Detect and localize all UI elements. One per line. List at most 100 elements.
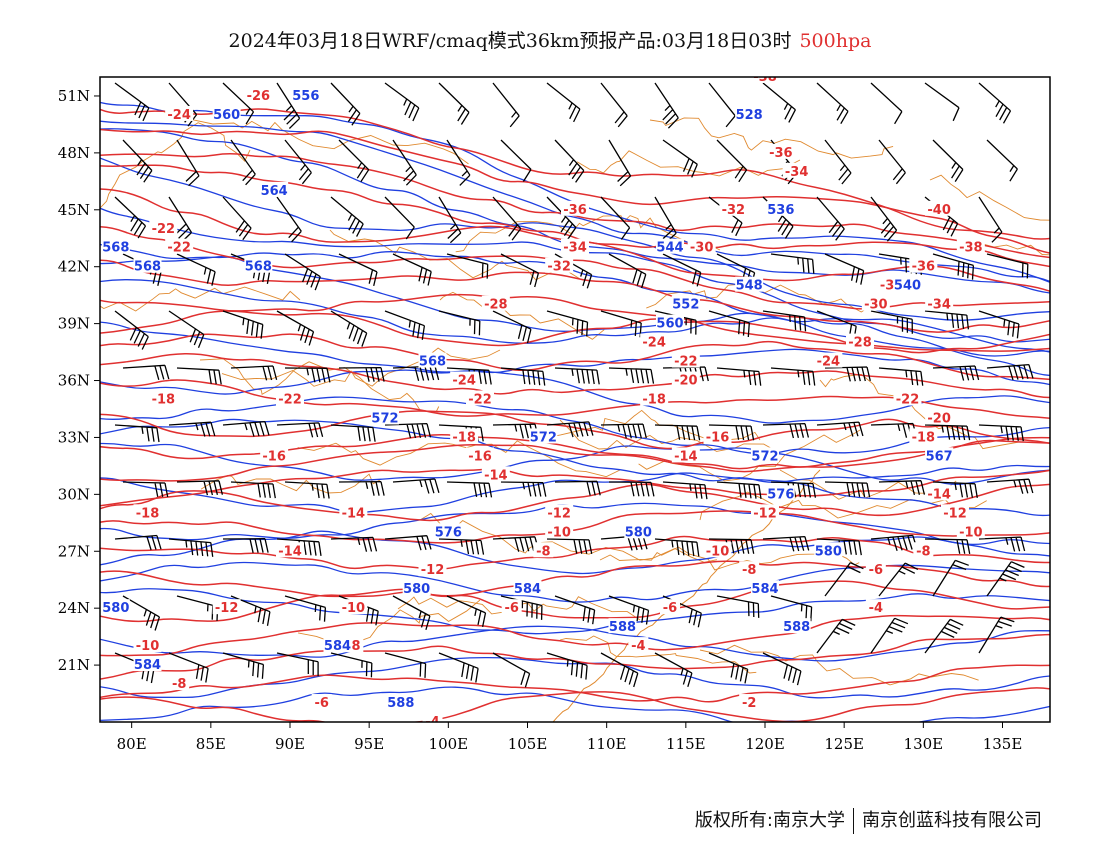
temperature-label-bg [339, 599, 368, 615]
temperature-isotherm [100, 580, 1050, 623]
wind-barb [338, 253, 378, 287]
temperature-label: -16 [468, 449, 492, 464]
wind-barb [168, 421, 216, 437]
temperature-label-bg [339, 504, 368, 520]
wind-barb [446, 481, 493, 498]
wind-barb [276, 310, 315, 346]
wind-barb [600, 82, 628, 128]
wind-barb [608, 139, 632, 187]
temperature-label: -4 [631, 639, 645, 654]
temperature-label: -26 [247, 89, 271, 104]
wind-barb [708, 82, 736, 128]
lat-label: 33N [58, 428, 90, 446]
wind-barb [816, 421, 864, 437]
wind-barb [330, 424, 376, 442]
wind-barb [168, 310, 205, 349]
temperature-label: -20 [927, 411, 951, 426]
height-label-bg [418, 352, 447, 368]
lon-label: 90E [275, 735, 305, 753]
wind-barb [446, 367, 492, 385]
height-label-bg [766, 200, 795, 216]
temperature-label-bg [814, 352, 843, 368]
wind-barb [168, 538, 214, 557]
temperature-label: -34 [927, 298, 951, 313]
boundary-line [929, 174, 1050, 221]
wind-barb [716, 139, 748, 183]
wind-barb [546, 538, 593, 555]
height-label-bg [291, 86, 320, 102]
wind-barb [114, 82, 150, 122]
wind-barb [176, 253, 216, 286]
wind-barb [222, 310, 264, 339]
temperature-label-bg [640, 390, 669, 406]
temperature-label-bg [687, 238, 716, 254]
temperature-label-bg [481, 466, 510, 482]
height-label: 552 [672, 298, 699, 313]
height-label-bg [402, 580, 431, 596]
height-label-bg [671, 295, 700, 311]
wind-barb [654, 82, 679, 129]
wind-barb [492, 196, 522, 241]
wind-barb [716, 595, 760, 618]
height-label-bg [624, 523, 653, 539]
wind-barb [824, 481, 871, 498]
wind-barb [600, 310, 642, 338]
wind-barb [924, 618, 964, 654]
temperature-label-bg [846, 333, 874, 349]
height-label-bg [782, 618, 811, 634]
temperature-label: -18 [152, 393, 176, 408]
temperature-label-bg [311, 694, 332, 710]
temperature-label: -38 [959, 241, 983, 256]
temperature-label-bg [561, 238, 589, 254]
temperature-isotherm [100, 259, 1050, 333]
wind-barb [878, 480, 926, 496]
wind-barb [708, 310, 750, 338]
temperature-label: -24 [642, 336, 666, 351]
temperature-label: -14 [484, 468, 508, 483]
height-label: 576 [435, 525, 462, 540]
wind-barb [824, 366, 871, 382]
wind-barb [978, 424, 1024, 442]
wind-barb [770, 253, 815, 274]
temperature-isotherm [100, 436, 1050, 482]
temperature-label: -22 [152, 222, 176, 237]
height-label: 556 [292, 89, 319, 104]
wind-barb [384, 82, 420, 122]
height-label: 568 [134, 260, 161, 275]
height-label: 568 [419, 355, 446, 370]
temperature-label-bg [739, 561, 760, 577]
boundary-line [200, 473, 381, 494]
lon-label: 105E [508, 735, 548, 753]
temperature-label-bg [545, 504, 574, 520]
height-label: 560 [656, 317, 683, 332]
wind-barb [122, 481, 169, 498]
temperature-label-bg [450, 428, 479, 444]
lon-label: 120E [745, 735, 785, 753]
temperature-label: -12 [943, 506, 967, 521]
height-label-bg [244, 257, 273, 273]
wind-barb [978, 82, 1012, 124]
temperature-label: -18 [642, 393, 666, 408]
boundary-line [959, 241, 1050, 256]
temperature-label: -4 [425, 715, 439, 730]
wind-barb [662, 595, 702, 628]
wind-barb [384, 652, 427, 678]
wind-barb [932, 481, 978, 499]
wind-barb [230, 139, 256, 186]
temperature-isotherm [100, 128, 1050, 254]
temperature-isotherm [100, 633, 1050, 680]
temperature-label: -28 [848, 336, 872, 351]
temperature-label: -18 [452, 430, 476, 445]
height-label-bg [101, 238, 130, 254]
height-label: 568 [245, 260, 272, 275]
temperature-label-bg [893, 390, 922, 406]
lon-label: 110E [587, 735, 627, 753]
temperature-label-bg [450, 371, 479, 387]
temperature-label: -4 [869, 601, 883, 616]
temperature-label: -32 [722, 203, 746, 218]
wind-barb [284, 253, 321, 291]
wind-barb [554, 253, 593, 289]
wind-barb [554, 480, 601, 496]
title-text: 2024年03月18日WRF/cmaq模式36km预报产品:03月18日03时 [228, 30, 792, 52]
wind-barb [500, 253, 540, 288]
